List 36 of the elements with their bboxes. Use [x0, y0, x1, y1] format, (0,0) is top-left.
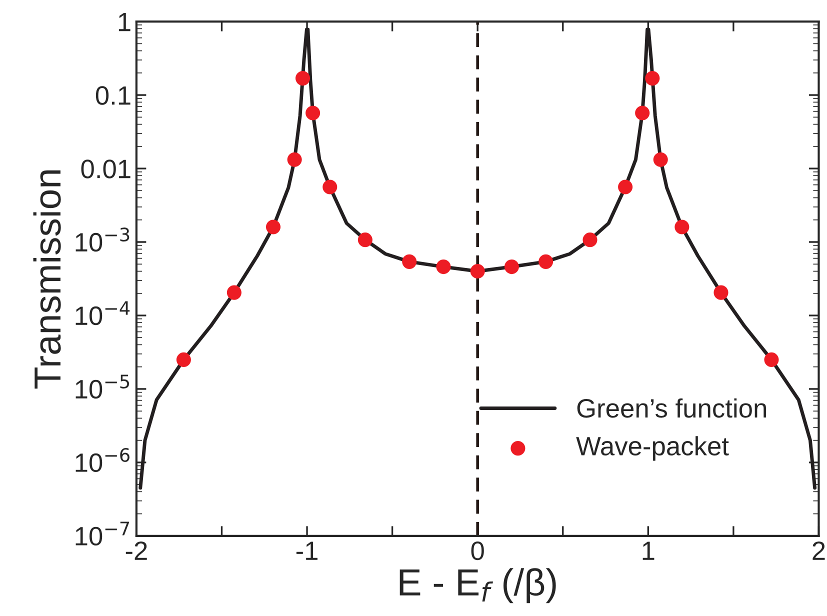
point — [504, 259, 519, 274]
point — [322, 180, 338, 194]
y-axis-title: Transmission — [33, 170, 61, 389]
point — [470, 264, 485, 279]
x-axis-title: E - E$_{f}$ (/β) — [400, 568, 556, 604]
y-tick-label: 10$^{−4}$ — [76, 301, 130, 326]
point — [358, 232, 372, 248]
point — [295, 71, 310, 86]
point — [226, 285, 242, 300]
point — [436, 259, 451, 274]
x-tick-label: -1 — [296, 542, 318, 560]
point — [645, 71, 660, 86]
point — [266, 220, 281, 234]
x-tick-label: 2 — [812, 541, 825, 560]
point — [176, 352, 191, 368]
point — [618, 180, 633, 194]
y-tick-label: 0.01 — [81, 160, 130, 178]
y-tick-label: 10$^{−6}$ — [76, 448, 130, 472]
point — [582, 232, 598, 248]
point — [402, 254, 417, 269]
legend-label: Green’s function — [577, 398, 766, 418]
point — [764, 352, 779, 368]
point — [653, 152, 668, 167]
point — [287, 152, 302, 167]
legend-label: Wave-packet — [576, 436, 729, 461]
point — [306, 106, 320, 120]
y-tick-label: 10$^{−5}$ — [76, 374, 130, 399]
y-tick-label: 0.1 — [96, 86, 130, 105]
point — [635, 106, 650, 120]
point — [538, 254, 554, 269]
y-tick-label: 1 — [118, 12, 130, 32]
x-tick-label: 0 — [471, 541, 484, 560]
y-tick-label: 10$^{−3}$ — [76, 228, 130, 252]
x-tick-label: 1 — [642, 542, 654, 560]
point — [714, 285, 728, 300]
point — [674, 220, 690, 234]
